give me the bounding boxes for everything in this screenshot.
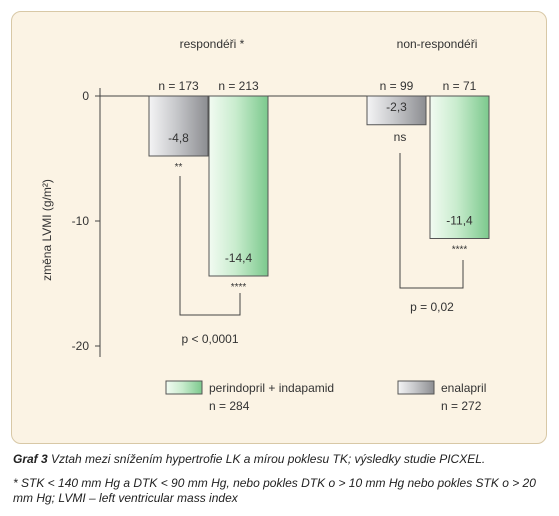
figure-caption: Graf 3 Vztah mezi snížením hypertrofie L… (13, 452, 547, 467)
y-tick-label: 0 (82, 89, 89, 103)
n-label: n = 213 (218, 79, 259, 93)
n-label: n = 173 (158, 79, 199, 93)
y-axis-label: změna LVMI (g/m²) (40, 179, 54, 281)
y-tick-label: -20 (72, 339, 90, 353)
legend-label: perindopril + indapamid (209, 381, 334, 395)
value-label: -14,4 (225, 251, 253, 265)
value-label: -4,8 (168, 131, 189, 145)
bar-enalapril (148, 95, 209, 157)
figure-label: Graf 3 (13, 452, 48, 466)
group-label: non-respondéři (397, 37, 478, 51)
chart: 0 -10 -20 změna LVMI (g/m²) respondéři * n =… (40, 37, 490, 413)
n-label: n = 71 (443, 79, 477, 93)
significance-label: ns (394, 130, 407, 144)
legend-n: n = 284 (209, 399, 250, 413)
comparison-bracket (399, 153, 464, 289)
bar-enalapril (366, 95, 427, 126)
legend-swatch (397, 380, 435, 395)
significance-label: **** (452, 245, 468, 256)
significance-label: ** (175, 162, 183, 173)
figure-footnote: * STK < 140 mm Hg a DTK < 90 mm Hg, nebo… (13, 476, 536, 505)
significance-label: **** (231, 282, 247, 293)
n-label: n = 99 (380, 79, 414, 93)
group-label: respondéři * (180, 37, 245, 51)
value-label: -11,4 (446, 214, 473, 228)
value-label: -2,3 (386, 100, 407, 114)
legend-n: n = 272 (441, 399, 482, 413)
legend-swatch (165, 380, 203, 395)
figure-title: Vztah mezi snížením hypertrofie LK a mír… (51, 452, 486, 466)
p-value-label: p = 0,02 (410, 300, 454, 314)
legend-label: enalapril (441, 381, 486, 395)
y-tick-label: -10 (72, 214, 90, 228)
bar-perindopril (208, 95, 269, 277)
p-value-label: p < 0,0001 (181, 332, 238, 346)
bar-perindopril (429, 95, 490, 239)
comparison-bracket (179, 176, 241, 316)
